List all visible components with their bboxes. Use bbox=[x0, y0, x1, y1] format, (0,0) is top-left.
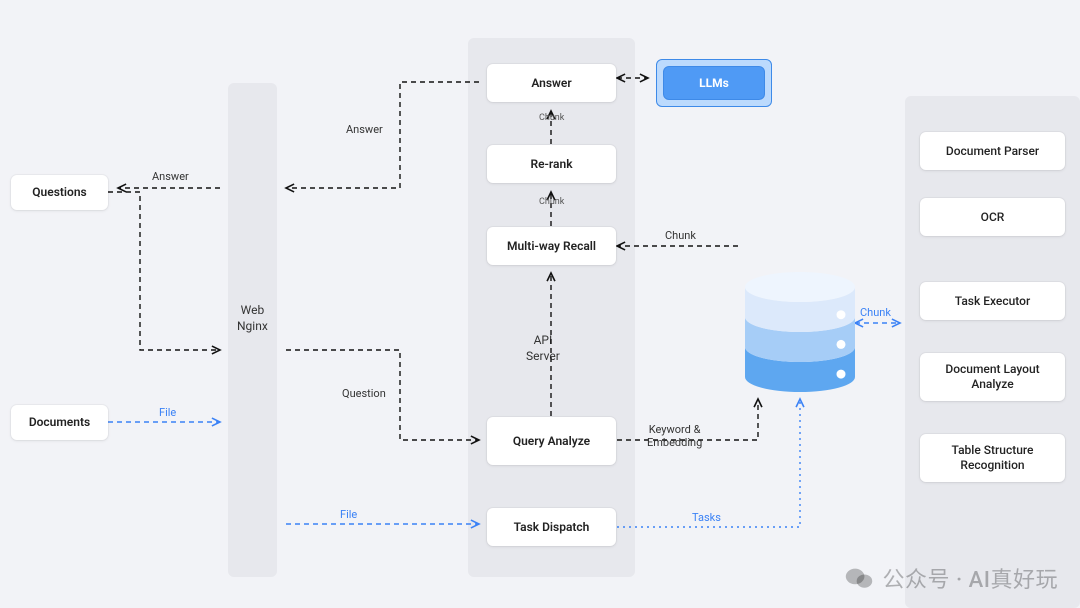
edge-label-chunk-right: Chunk bbox=[860, 306, 891, 319]
node-llms: LLMs bbox=[656, 59, 772, 107]
edge-label-chunk-db: Chunk bbox=[665, 229, 696, 242]
node-task-executor: Task Executor bbox=[920, 282, 1065, 320]
edge-label-keyword-embedding: Keyword & Embedding bbox=[647, 423, 702, 449]
database-icon bbox=[745, 287, 855, 407]
node-table-structure-recognition: Table Structure Recognition bbox=[920, 434, 1065, 482]
edge-label-answer-mid: Answer bbox=[346, 123, 383, 136]
edge-label-chunk-2: Chunk bbox=[539, 197, 564, 208]
node-document-parser: Document Parser bbox=[920, 132, 1065, 170]
edge-label-file-mid: File bbox=[340, 508, 357, 521]
node-doc-layout-analyze: Document Layout Analyze bbox=[920, 353, 1065, 401]
edge-label-chunk-1: Chunk bbox=[539, 113, 564, 124]
watermark-text: 公众号 · AI真好玩 bbox=[883, 562, 1059, 594]
node-rerank: Re-rank bbox=[487, 145, 616, 183]
node-questions: Questions bbox=[11, 175, 108, 210]
edge-label-file-left: File bbox=[159, 406, 176, 419]
wechat-icon bbox=[845, 564, 873, 592]
node-multi-way-recall: Multi-way Recall bbox=[487, 227, 616, 265]
panel-web-label: Web Nginx bbox=[237, 303, 268, 334]
node-documents: Documents bbox=[11, 405, 108, 440]
edge-label-tasks: Tasks bbox=[692, 511, 721, 524]
node-answer: Answer bbox=[487, 64, 616, 102]
panel-right-services bbox=[905, 96, 1080, 608]
edge-label-answer-left: Answer bbox=[152, 170, 189, 183]
node-task-dispatch: Task Dispatch bbox=[487, 508, 616, 546]
node-query-analyze: Query Analyze bbox=[487, 417, 616, 465]
panel-api-label: API Server bbox=[526, 333, 560, 364]
node-llms-inner: LLMs bbox=[663, 66, 765, 100]
node-ocr: OCR bbox=[920, 198, 1065, 236]
edge-label-question: Question bbox=[342, 387, 386, 400]
node-llms-label: LLMs bbox=[699, 76, 729, 90]
watermark: 公众号 · AI真好玩 bbox=[845, 562, 1059, 594]
